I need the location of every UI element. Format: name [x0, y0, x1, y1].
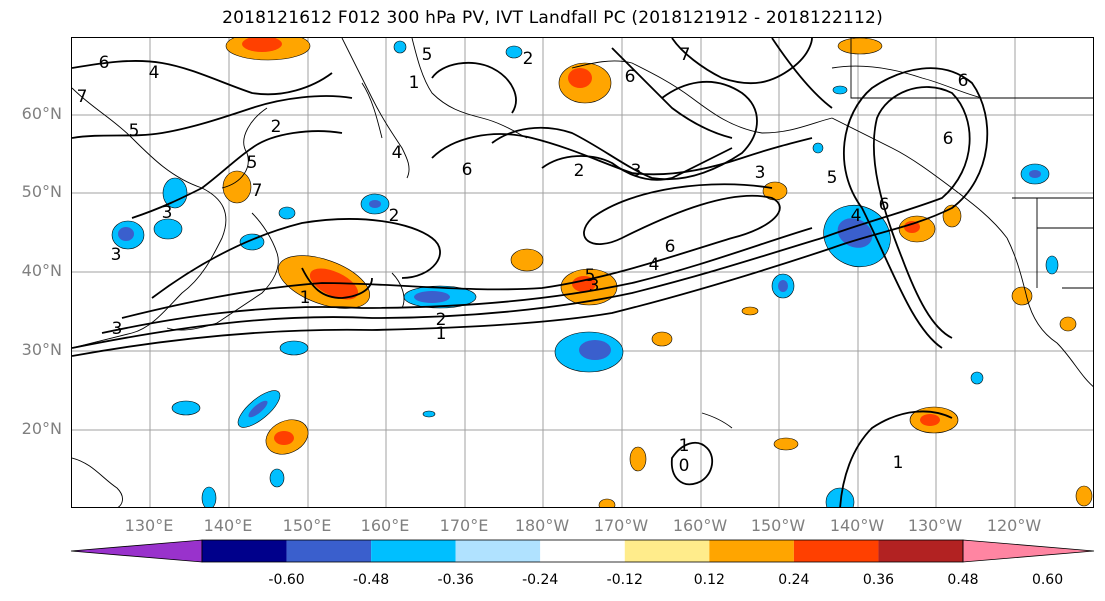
colorbar-tick-label: -0.24 — [522, 572, 559, 588]
contour-label: 4 — [851, 206, 862, 226]
contour-label: 3 — [755, 163, 766, 183]
contour-label: 3 — [111, 245, 122, 265]
lon-label-130w: 130°W — [907, 516, 963, 535]
ivt-contours — [72, 38, 989, 507]
lon-label-150w: 150°W — [750, 516, 806, 535]
colorbar-tick-label: 0.12 — [693, 572, 725, 588]
colorbar-tick-label: 0.48 — [947, 572, 979, 588]
colorbar-segments — [70, 539, 1095, 563]
colorbar-tick-label: -0.12 — [606, 572, 643, 588]
contour-label: 2 — [436, 310, 447, 330]
colorbar-segment — [793, 540, 879, 562]
lat-label-20n: 20°N — [21, 419, 62, 438]
contour-label: 4 — [392, 143, 403, 163]
colorbar-tick-label: 0.36 — [862, 572, 895, 588]
colorbar-tick-label: -0.48 — [352, 572, 390, 588]
lon-label-160e: 160°E — [360, 516, 410, 535]
contour-label: 2 — [389, 206, 400, 226]
contour-label: 1 — [893, 453, 904, 473]
contour-label: 6 — [943, 129, 954, 149]
contour-label: 4 — [649, 255, 660, 275]
lon-label-120w: 120°W — [986, 516, 1042, 535]
contour-label: 6 — [665, 237, 676, 257]
lat-label-30n: 30°N — [21, 340, 62, 359]
lon-label-180w: 180°W — [514, 516, 570, 535]
contour-label: 2 — [523, 49, 534, 69]
contour-label: 2 — [271, 117, 282, 137]
contour-label: 1 — [679, 436, 690, 456]
contour-label: 5 — [585, 266, 596, 286]
lon-label-140e: 140°E — [203, 516, 253, 535]
colorbar-extend-max — [962, 539, 1095, 563]
lon-label-140w: 140°W — [829, 516, 885, 535]
lon-label-150e: 150°E — [282, 516, 332, 535]
colorbar-segment — [540, 540, 625, 562]
contour-label: 6 — [625, 67, 636, 87]
contour-label: 3 — [631, 161, 642, 181]
colorbar-tick-label: -0.36 — [437, 572, 474, 588]
contour-label: 6 — [879, 195, 890, 215]
colorbar-tick-label: 0.60 — [1031, 572, 1064, 588]
map-panel: 6 4 5 7 2 5 2 7 6 3 3 4 5 7 6 6 6 2 3 3 … — [71, 37, 1094, 508]
contour-label: 3 — [589, 276, 600, 296]
contour-label: 1 — [436, 324, 447, 344]
contour-label: 6 — [958, 71, 969, 91]
contour-label: 5 — [827, 168, 838, 188]
contour-label: 5 — [247, 153, 258, 173]
lon-label-170w: 170°W — [593, 516, 649, 535]
contour-label: 1 — [300, 288, 311, 308]
colorbar-segment — [202, 540, 287, 562]
contour-label-group: 6 4 5 7 2 5 2 7 6 3 3 4 5 7 6 6 6 2 3 3 … — [77, 45, 969, 476]
colorbar-segment — [455, 540, 541, 562]
colorbar-segment — [371, 540, 456, 562]
lat-label-60n: 60°N — [21, 104, 62, 123]
contour-label: 6 — [462, 160, 473, 180]
contour-label: 5 — [422, 45, 433, 65]
colorbar-segment — [624, 540, 710, 562]
coastlines — [72, 38, 1093, 507]
contour-label: 2 — [574, 161, 585, 181]
contour-label: 7 — [680, 45, 691, 65]
lat-label-40n: 40°N — [21, 261, 62, 280]
colorbar-extend-min — [70, 539, 203, 563]
colorbar-tick-label: -0.60 — [268, 572, 305, 588]
pv-shading — [111, 38, 1093, 507]
contour-label: 7 — [252, 181, 263, 201]
colorbar-border — [201, 539, 964, 563]
graticule — [72, 38, 1093, 507]
colorbar-segment — [709, 540, 794, 562]
map-canvas: 6 4 5 7 2 5 2 7 6 3 3 4 5 7 6 6 6 2 3 3 … — [72, 38, 1093, 507]
contour-label: 3 — [112, 319, 123, 339]
lon-label-160w: 160°W — [672, 516, 728, 535]
contour-label: 3 — [162, 203, 173, 223]
colorbar-segment — [286, 540, 372, 562]
contour-label: 1 — [409, 73, 420, 93]
contour-label: 5 — [129, 121, 140, 141]
contour-label: 7 — [77, 87, 88, 107]
colorbar-tick-label: 0.24 — [778, 572, 810, 588]
lon-label-130e: 130°E — [124, 516, 174, 535]
map-title: 2018121612 F012 300 hPa PV, IVT Landfall… — [222, 8, 883, 28]
lon-label-170e: 170°E — [439, 516, 489, 535]
colorbar-segment — [878, 540, 963, 562]
contour-label: 0 — [679, 456, 690, 476]
contour-label: 4 — [149, 63, 160, 83]
contour-label: 6 — [99, 53, 110, 73]
lat-label-50n: 50°N — [21, 182, 62, 201]
